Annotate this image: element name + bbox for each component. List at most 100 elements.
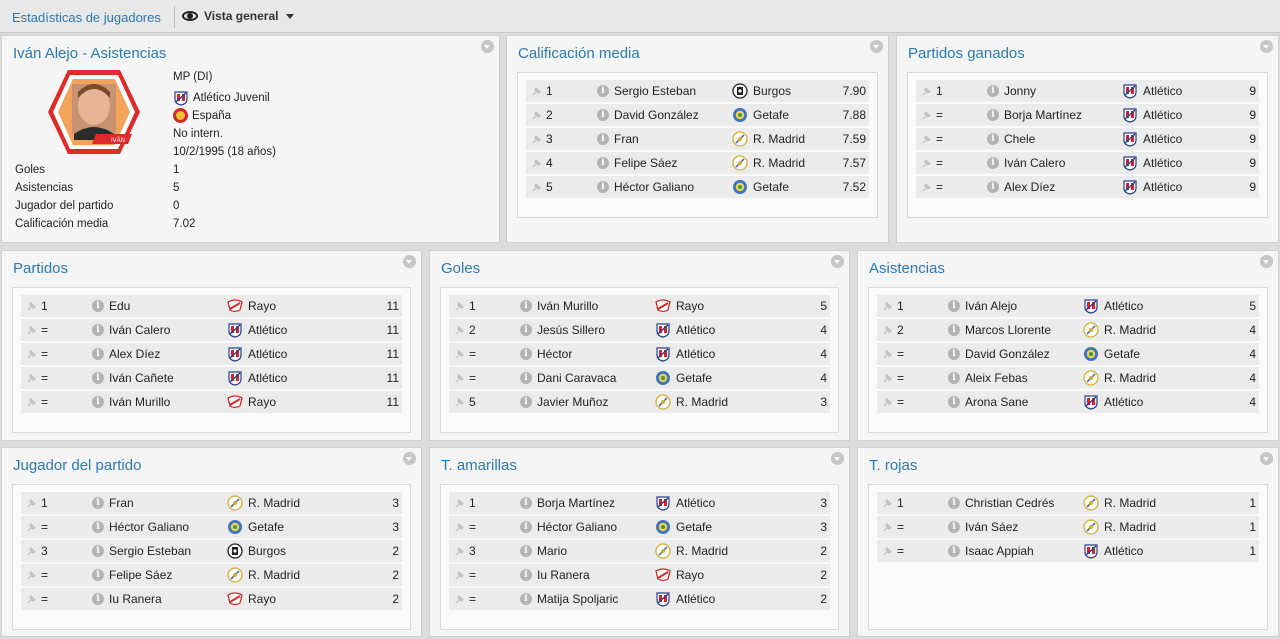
panel-menu-icon[interactable] [481, 40, 494, 53]
pin-icon[interactable] [26, 546, 37, 557]
club-name[interactable]: R. Madrid [248, 496, 301, 510]
player-name[interactable]: Héctor Galiano [109, 520, 190, 534]
info-icon[interactable]: i [987, 181, 999, 193]
player-name[interactable]: Isaac Appiah [965, 544, 1034, 558]
club-name[interactable]: Atlético [676, 323, 716, 337]
player-name[interactable]: Héctor [537, 347, 573, 361]
club-name[interactable]: Burgos [248, 544, 287, 558]
leaderboard-row[interactable]: 1 i Iván Alejo Atlético 5 [877, 295, 1259, 317]
leaderboard-row[interactable]: 5 i Javier Muñoz R. Madrid 3 [449, 391, 830, 413]
pin-icon[interactable] [882, 301, 893, 312]
info-icon[interactable]: i [597, 157, 609, 169]
player-name[interactable]: Iván Alejo [965, 299, 1018, 313]
club-name[interactable]: Atlético [1104, 544, 1144, 558]
pin-icon[interactable] [921, 182, 932, 193]
leaderboard-row[interactable]: = i Iván Cañete Atlético 11 [21, 367, 402, 389]
player-name[interactable]: Arona Sane [965, 395, 1029, 409]
info-icon[interactable]: i [92, 324, 104, 336]
pin-icon[interactable] [454, 373, 465, 384]
leaderboard-row[interactable]: = i Isaac Appiah Atlético 1 [877, 540, 1259, 562]
player-club-name[interactable]: Atlético Juvenil [193, 92, 270, 104]
club-name[interactable]: Getafe [753, 108, 790, 122]
player-name[interactable]: Alex Díez [109, 347, 161, 361]
leaderboard-row[interactable]: = i Iván Calero Atlético 11 [21, 319, 402, 341]
panel-menu-icon[interactable] [1260, 40, 1273, 53]
info-icon[interactable]: i [92, 348, 104, 360]
pin-icon[interactable] [531, 134, 542, 145]
club-name[interactable]: Atlético [676, 496, 716, 510]
pin-icon[interactable] [454, 349, 465, 360]
club-name[interactable]: Atlético [1143, 132, 1183, 146]
pin-icon[interactable] [882, 546, 893, 557]
leaderboard-row[interactable]: = i Felipe Sáez R. Madrid 2 [21, 564, 402, 586]
player-name[interactable]: Iu Ranera [109, 592, 162, 606]
leaderboard-row[interactable]: = i Alex Díez Atlético 11 [21, 343, 402, 365]
club-name[interactable]: Rayo [248, 395, 277, 409]
leaderboard-row[interactable]: 3 i Sergio Esteban Burgos 2 [21, 540, 402, 562]
player-name[interactable]: Iu Ranera [537, 568, 590, 582]
pin-icon[interactable] [454, 498, 465, 509]
pin-icon[interactable] [882, 522, 893, 533]
pin-icon[interactable] [531, 86, 542, 97]
leaderboard-row[interactable]: = i Iván Sáez R. Madrid 1 [877, 516, 1259, 538]
view-selector[interactable]: Vista general [182, 9, 295, 23]
player-name[interactable]: Borja Martínez [1004, 108, 1083, 122]
club-name[interactable]: Atlético [1143, 84, 1183, 98]
player-name[interactable]: Héctor Galiano [614, 180, 695, 194]
player-name[interactable]: Iván Murillo [537, 299, 599, 313]
pin-icon[interactable] [454, 570, 465, 581]
player-name[interactable]: Mario [537, 544, 568, 558]
leaderboard-row[interactable]: = i Chele Atlético 9 [916, 128, 1259, 150]
club-name[interactable]: R. Madrid [753, 132, 806, 146]
club-name[interactable]: R. Madrid [676, 544, 729, 558]
leaderboard-row[interactable]: 5 i Héctor Galiano Getafe 7.52 [526, 176, 869, 198]
leaderboard-row[interactable]: = i Iu Ranera Rayo 2 [21, 588, 402, 610]
leaderboard-row[interactable]: 1 i Iván Murillo Rayo 5 [449, 295, 830, 317]
leaderboard-row[interactable]: 2 i Marcos Llorente R. Madrid 4 [877, 319, 1259, 341]
player-name[interactable]: Felipe Sáez [109, 568, 173, 582]
club-name[interactable]: R. Madrid [1104, 496, 1157, 510]
club-name[interactable]: Atlético [1143, 108, 1183, 122]
pin-icon[interactable] [454, 522, 465, 533]
pin-icon[interactable] [882, 397, 893, 408]
info-icon[interactable]: i [92, 300, 104, 312]
club-name[interactable]: Atlético [676, 347, 716, 361]
info-icon[interactable]: i [520, 300, 532, 312]
player-name[interactable]: Héctor Galiano [537, 520, 618, 534]
leaderboard-row[interactable]: = i Iu Ranera Rayo 2 [449, 564, 830, 586]
info-icon[interactable]: i [92, 396, 104, 408]
pin-icon[interactable] [26, 397, 37, 408]
player-name[interactable]: Jonny [1004, 84, 1037, 98]
player-name[interactable]: David González [965, 347, 1050, 361]
info-icon[interactable]: i [92, 569, 104, 581]
pin-icon[interactable] [921, 86, 932, 97]
player-name[interactable]: Sergio Esteban [109, 544, 192, 558]
pin-icon[interactable] [454, 301, 465, 312]
info-icon[interactable]: i [92, 497, 104, 509]
club-name[interactable]: Atlético [1143, 156, 1183, 170]
player-name[interactable]: Iván Sáez [965, 520, 1019, 534]
player-name[interactable]: Borja Martínez [537, 496, 616, 510]
info-icon[interactable]: i [92, 372, 104, 384]
player-name[interactable]: Iván Calero [109, 323, 171, 337]
leaderboard-row[interactable]: 2 i David González Getafe 7.88 [526, 104, 869, 126]
club-name[interactable]: R. Madrid [753, 156, 806, 170]
player-name[interactable]: Alex Díez [1004, 180, 1056, 194]
club-name[interactable]: R. Madrid [248, 568, 301, 582]
player-name[interactable]: Felipe Sáez [614, 156, 678, 170]
pin-icon[interactable] [454, 325, 465, 336]
club-name[interactable]: Atlético [1143, 180, 1183, 194]
pin-icon[interactable] [26, 594, 37, 605]
pin-icon[interactable] [26, 349, 37, 360]
club-name[interactable]: Getafe [676, 520, 713, 534]
panel-menu-icon[interactable] [870, 40, 883, 53]
info-icon[interactable]: i [520, 569, 532, 581]
info-icon[interactable]: i [520, 545, 532, 557]
leaderboard-row[interactable]: 4 i Felipe Sáez R. Madrid 7.57 [526, 152, 869, 174]
leaderboard-row[interactable]: 2 i Jesús Sillero Atlético 4 [449, 319, 830, 341]
leaderboard-row[interactable]: 3 i Fran R. Madrid 7.59 [526, 128, 869, 150]
info-icon[interactable]: i [948, 396, 960, 408]
leaderboard-row[interactable]: = i Alex Díez Atlético 9 [916, 176, 1259, 198]
info-icon[interactable]: i [520, 593, 532, 605]
info-icon[interactable]: i [597, 109, 609, 121]
